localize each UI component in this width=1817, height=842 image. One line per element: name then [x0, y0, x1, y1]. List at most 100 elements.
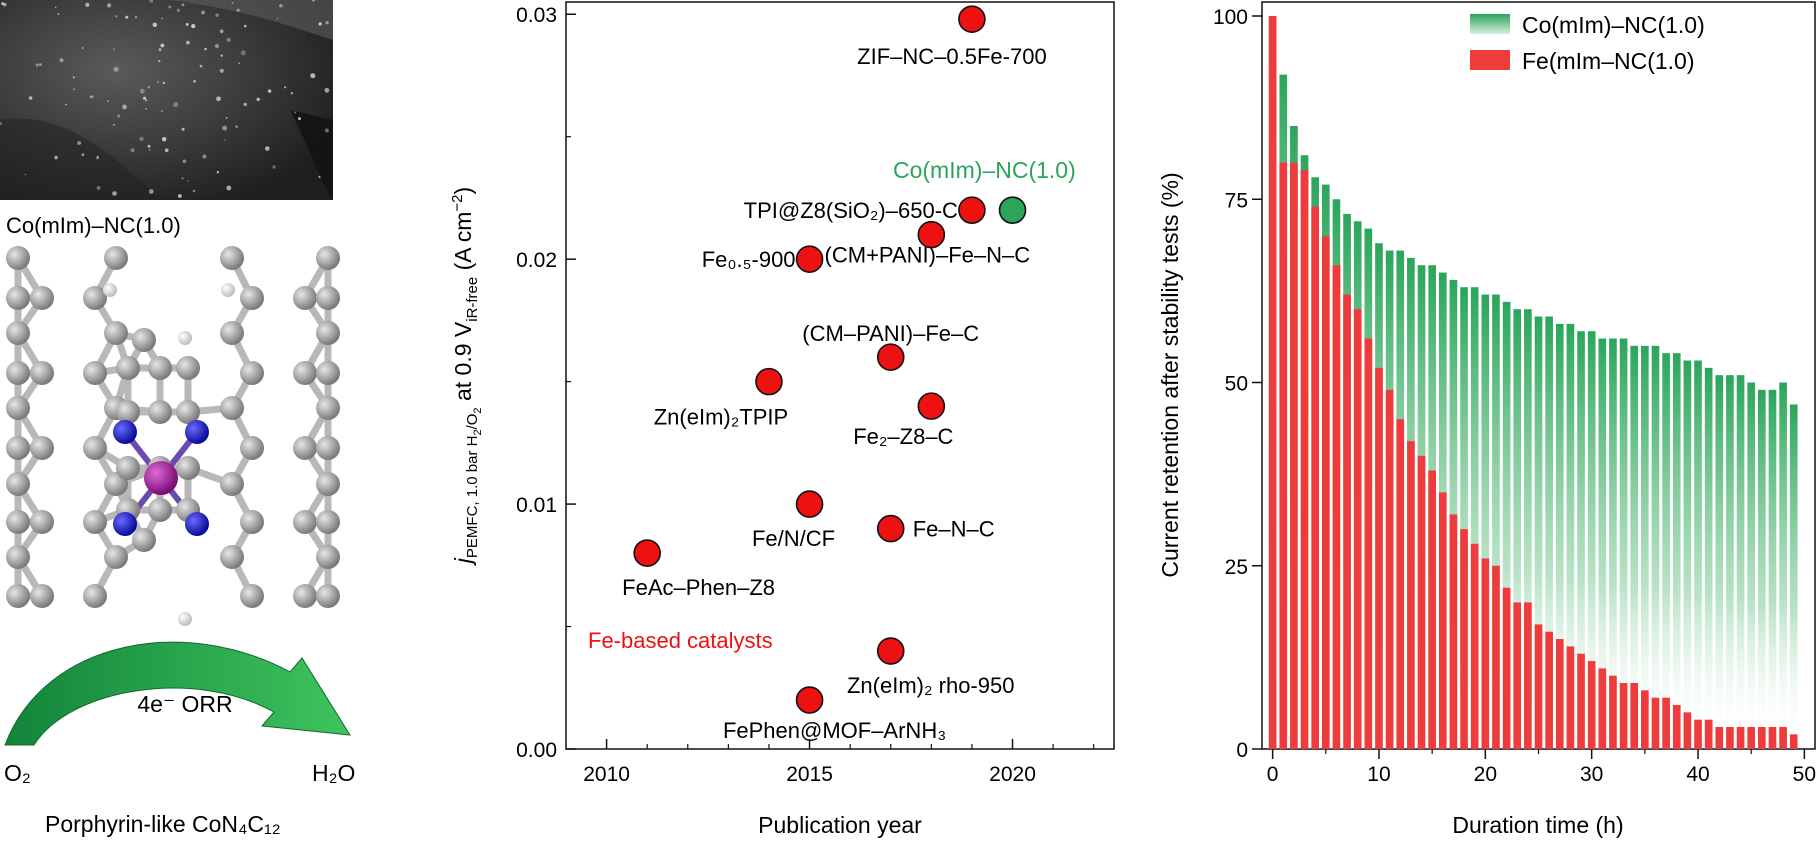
carbon-atom: [316, 510, 340, 534]
bright-spot: [235, 125, 238, 128]
bar-y-tick-label: 50: [1225, 373, 1248, 396]
bar-fe: [1768, 727, 1777, 749]
bar-fe: [1736, 727, 1745, 749]
bar-fe: [1470, 543, 1479, 749]
bar-co: [1481, 294, 1490, 749]
bar-fe: [1757, 727, 1766, 749]
cobalt-atom: [144, 461, 178, 495]
carbon-atom: [104, 246, 128, 270]
bright-spot: [139, 136, 144, 141]
bright-spot: [312, 0, 315, 2]
bar-y-tick-label: 75: [1225, 189, 1248, 212]
bright-spot: [243, 102, 247, 107]
bar-x-tick-label: 50: [1793, 763, 1816, 786]
bar-co: [1598, 338, 1607, 749]
bright-spot: [185, 23, 189, 26]
carbon-atom: [176, 400, 200, 424]
bar-fe: [1683, 712, 1692, 749]
bar-fe: [1619, 683, 1628, 749]
bar-fe: [1428, 470, 1436, 749]
nitrogen-atom: [185, 512, 209, 536]
bright-spot: [65, 103, 67, 106]
bar-fe: [1449, 514, 1458, 749]
carbon-atom: [293, 510, 317, 534]
bright-spot: [219, 68, 224, 73]
carbon-atom: [6, 436, 30, 460]
bar-fe: [1545, 631, 1553, 749]
carbon-atom: [148, 400, 172, 424]
scatter-point-fe: [795, 245, 824, 273]
bar-fe: [1502, 587, 1511, 749]
bright-spot: [85, 2, 90, 7]
legend-swatch-fe: [1470, 50, 1510, 70]
bar-co: [1460, 287, 1468, 749]
bright-spot: [152, 22, 157, 27]
bright-spot: [148, 189, 154, 194]
bar-x-tick-label: 40: [1686, 763, 1709, 786]
bar-co: [1736, 375, 1745, 749]
carbon-atom: [176, 456, 200, 480]
bar-co: [1651, 345, 1660, 749]
carbon-atom: [293, 584, 317, 608]
carbon-atom: [104, 545, 128, 569]
bar-fe: [1630, 683, 1639, 749]
bright-spot: [59, 58, 64, 63]
bright-spot: [149, 0, 154, 3]
bright-spot: [73, 88, 75, 91]
bright-spot: [214, 44, 220, 49]
carbon-atom: [316, 584, 340, 608]
scatter-x-tick-label: 2010: [583, 763, 630, 786]
nitrogen-atom: [185, 420, 209, 444]
bar-fe: [1715, 727, 1724, 749]
bright-spot: [215, 13, 219, 17]
bright-spot: [290, 92, 293, 95]
stem-micrograph: [0, 0, 333, 200]
bright-spot: [125, 15, 129, 19]
scatter-point-fe: [917, 392, 946, 420]
bright-spot: [143, 96, 147, 100]
carbon-atom: [220, 545, 244, 569]
bar-fe: [1598, 668, 1607, 749]
bright-spot: [24, 173, 27, 176]
scatter-point-label: Zn(eIm)₂TPIP: [654, 405, 788, 430]
bar-y-tick-label: 25: [1225, 556, 1248, 579]
bar-fe: [1321, 235, 1330, 749]
bright-spot: [0, 122, 2, 126]
scatter-point-fe: [917, 220, 946, 249]
carbon-atom: [30, 436, 54, 460]
bright-spot: [186, 40, 190, 45]
scatter-point-fe: [958, 5, 986, 33]
scatter-point-label: (CM–PANI)–Fe–C: [802, 321, 979, 346]
bright-spot: [231, 1, 234, 4]
carbon-atom: [316, 321, 340, 345]
bright-spot: [193, 80, 196, 83]
bar-y-axis-label: Current retention after stability tests …: [1157, 172, 1183, 577]
bright-spot: [162, 137, 167, 142]
bar-legend: Co(mIm)–NC(1.0) Fe(mIm–NC(1.0): [1470, 12, 1705, 74]
scatter-y-tick-label: 0.01: [516, 494, 557, 517]
bright-spot: [324, 128, 329, 133]
bar-co: [1492, 294, 1500, 749]
bar-co: [1779, 382, 1787, 749]
carbon-atom: [30, 286, 54, 310]
left-panel: Co(mIm)–NC(1.0) 4e⁻ ORR O₂ H₂O Porphyrin…: [0, 0, 355, 837]
bar-x-tick-label: 30: [1580, 763, 1603, 786]
carbon-atom: [132, 528, 156, 552]
carbon-atom: [6, 286, 30, 310]
bright-spot: [158, 60, 161, 63]
bright-spot: [107, 3, 112, 8]
bright-spot: [310, 73, 316, 79]
bright-spot: [201, 10, 206, 15]
bar-fe: [1726, 727, 1734, 749]
carbon-atom: [116, 400, 140, 424]
bar-x-tick-label: 0: [1267, 763, 1279, 786]
carbon-atom: [316, 436, 340, 460]
bright-spot: [202, 154, 207, 159]
bright-spot: [72, 76, 75, 79]
bright-spot: [77, 141, 82, 145]
scatter-x-tick-label: 2020: [989, 763, 1036, 786]
bar-fe: [1279, 162, 1288, 750]
bright-spot: [226, 185, 232, 191]
legend-label-co: Co(mIm)–NC(1.0): [1522, 12, 1705, 38]
hydrogen-atom: [103, 283, 117, 297]
